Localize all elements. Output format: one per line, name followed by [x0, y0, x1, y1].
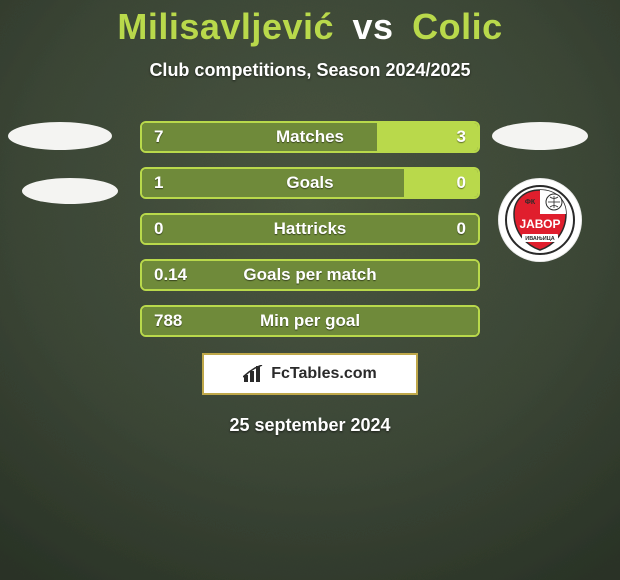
title-left: Milisavljević	[117, 6, 334, 47]
club-badge-right: ФК ЈАВОР ИВАЊИЦА	[498, 178, 582, 262]
bar-left-fill	[142, 215, 478, 243]
bar-right-fill	[377, 123, 478, 151]
title-vs: vs	[353, 6, 394, 47]
bar-right-fill	[404, 169, 478, 197]
bar-left-fill	[142, 123, 377, 151]
svg-text:ИВАЊИЦА: ИВАЊИЦА	[525, 236, 554, 242]
page-title: Milisavljević vs Colic	[0, 0, 620, 48]
brand-text: FcTables.com	[271, 365, 377, 383]
svg-text:ЈАВОР: ЈАВОР	[519, 217, 560, 231]
stat-bar: Goals per match0.14	[140, 259, 480, 291]
player-left-ellipse-2	[22, 178, 118, 204]
stat-bar: Hattricks00	[140, 213, 480, 245]
stat-bar: Min per goal788	[140, 305, 480, 337]
club-crest-icon: ФК ЈАВОР ИВАЊИЦА	[504, 184, 576, 256]
bar-left-fill	[142, 261, 478, 289]
bars-icon	[243, 365, 265, 383]
svg-text:ФК: ФК	[525, 199, 536, 206]
stat-bar: Goals10	[140, 167, 480, 199]
player-left-ellipse-1	[8, 122, 112, 150]
stat-row: Goals per match0.14	[0, 259, 620, 291]
bar-left-fill	[142, 169, 404, 197]
brand-box: FcTables.com	[202, 353, 418, 395]
title-right: Colic	[412, 6, 503, 47]
subtitle: Club competitions, Season 2024/2025	[0, 60, 620, 81]
date-text: 25 september 2024	[0, 415, 620, 436]
player-right-ellipse-1	[492, 122, 588, 150]
stat-bar: Matches73	[140, 121, 480, 153]
stat-row: Min per goal788	[0, 305, 620, 337]
bar-left-fill	[142, 307, 478, 335]
